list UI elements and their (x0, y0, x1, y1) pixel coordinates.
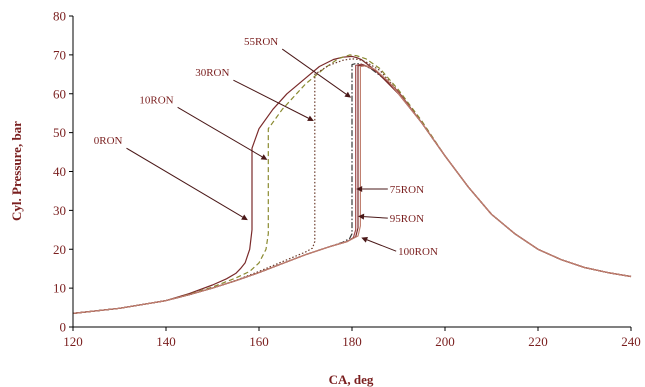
x-tick-label: 200 (435, 334, 455, 349)
y-tick-label: 20 (53, 242, 66, 257)
x-tick-label: 160 (249, 334, 269, 349)
annotation-30ron: 30RON (195, 67, 229, 79)
annotation-100ron: 100RON (398, 246, 438, 258)
arrowhead-30ron (307, 115, 314, 121)
x-tick-label: 240 (621, 334, 641, 349)
arrow-100ron (366, 239, 397, 252)
y-tick-label: 40 (53, 164, 66, 179)
arrowhead-0ron (241, 214, 248, 221)
y-tick-label: 30 (53, 203, 66, 218)
annotation-arrows (126, 48, 397, 252)
y-tick-label: 10 (53, 281, 66, 296)
annotation-75ron: 75RON (390, 184, 424, 196)
arrow-95ron (363, 216, 388, 219)
series-lines (72, 54, 632, 314)
x-tick-label: 180 (342, 334, 362, 349)
annotation-55ron: 55RON (244, 36, 278, 48)
arrowhead-95ron (358, 213, 365, 220)
x-axis-title: CA, deg (329, 372, 374, 387)
y-tick-label: 50 (53, 125, 66, 140)
y-tick-label: 0 (60, 320, 67, 335)
arrow-0ron (126, 147, 243, 218)
axes (72, 16, 631, 328)
y-tick-label: 60 (53, 86, 66, 101)
series-line-100ron (72, 65, 632, 314)
x-tick-label: 220 (528, 334, 548, 349)
arrowhead-75ron (356, 185, 363, 192)
series-line-10ron (72, 54, 632, 314)
arrow-55ron (281, 48, 347, 95)
ticks: 120 140 160 180 200 220 240 0 10 20 30 40 50 60 70 80 (53, 9, 641, 350)
arrowhead-100ron (361, 236, 368, 243)
annotation-10ron: 10RON (139, 94, 173, 106)
arrowhead-55ron (344, 91, 352, 98)
x-tick-label: 140 (156, 334, 176, 349)
arrowhead-10ron (260, 154, 268, 160)
arrow-10ron (177, 106, 263, 158)
y-tick-label: 70 (53, 47, 66, 62)
y-axis-title: Cyl. Pressure, bar (9, 121, 24, 221)
annotation-95ron: 95RON (390, 213, 424, 225)
arrow-30ron (233, 79, 309, 119)
annotation-labels: 0RON 10RON 30RON 55RON 75RON 95RON 100RON (94, 36, 438, 258)
annotation-0ron: 0RON (94, 135, 123, 147)
x-tick-label: 120 (63, 334, 83, 349)
y-tick-label: 80 (53, 9, 66, 24)
